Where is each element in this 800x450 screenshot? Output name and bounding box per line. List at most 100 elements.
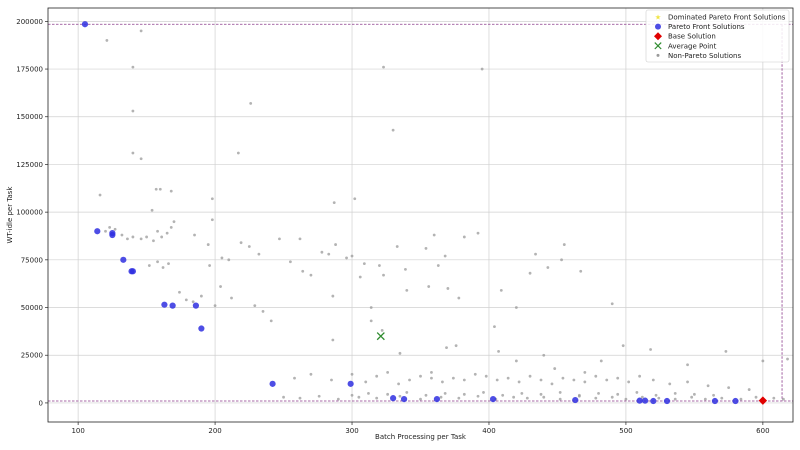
non-pareto-point — [298, 237, 302, 241]
non-pareto-point — [139, 157, 143, 161]
non-pareto-point — [443, 254, 447, 258]
pareto-point — [198, 325, 205, 332]
pareto-point — [732, 397, 739, 405]
non-pareto-point — [772, 396, 776, 400]
non-pareto-point — [430, 376, 433, 380]
average-point — [376, 332, 385, 341]
non-pareto-point — [534, 252, 537, 256]
non-pareto-point — [424, 246, 428, 250]
non-pareto-point — [278, 237, 281, 241]
pareto-point — [433, 396, 441, 403]
non-pareto-point — [378, 264, 381, 267]
legend-marker-x — [654, 42, 662, 50]
non-pareto-point — [638, 374, 642, 378]
non-pareto-point — [786, 357, 789, 361]
non-pareto-point — [706, 384, 710, 388]
x-axis-label: Batch Processing per Task — [375, 433, 467, 441]
non-pareto-point — [309, 273, 313, 277]
non-pareto-point — [139, 29, 143, 33]
legend-box — [645, 9, 790, 63]
non-pareto-point — [651, 378, 655, 382]
non-pareto-point — [473, 372, 477, 376]
non-pareto-point — [462, 392, 466, 396]
non-pareto-point — [169, 189, 173, 193]
non-pareto-point — [432, 233, 436, 237]
non-pareto-point — [577, 393, 581, 397]
non-pareto-point — [350, 393, 354, 397]
non-pareto-point — [108, 226, 112, 229]
pareto-point — [81, 21, 89, 28]
non-pareto-point — [727, 386, 731, 390]
non-pareto-point — [561, 376, 565, 380]
non-pareto-point — [397, 382, 400, 386]
non-pareto-point — [375, 374, 379, 378]
non-pareto-point — [436, 264, 440, 267]
pareto-point — [109, 231, 116, 239]
y-tick-label: 150000 — [16, 113, 43, 121]
non-pareto-point — [553, 367, 557, 370]
non-pareto-point — [430, 370, 433, 374]
non-pareto-point — [558, 397, 562, 401]
non-pareto-point — [152, 239, 155, 243]
non-pareto-point — [165, 231, 169, 235]
non-pareto-point — [131, 235, 135, 239]
non-pareto-point — [147, 264, 151, 267]
legend-entry-label: Pareto Front Solutions — [668, 23, 745, 31]
pareto-point — [161, 301, 168, 308]
non-pareto-point — [320, 250, 324, 254]
non-pareto-point — [558, 391, 562, 394]
non-pareto-point — [249, 101, 253, 105]
non-pareto-point — [98, 193, 102, 197]
non-pareto-point — [476, 394, 480, 398]
non-pareto-point — [330, 378, 333, 382]
non-pareto-point — [562, 243, 566, 246]
pareto-point — [641, 397, 649, 404]
pareto-point — [650, 397, 657, 405]
non-pareto-point — [230, 296, 233, 300]
non-pareto-point — [451, 376, 455, 380]
non-pareto-point — [457, 296, 461, 300]
non-pareto-point — [154, 187, 158, 191]
non-pareto-point — [405, 288, 409, 292]
non-pareto-point — [398, 394, 402, 398]
non-pareto-point — [454, 344, 458, 348]
non-pareto-point — [380, 329, 384, 332]
legend-marker-diamond — [654, 32, 662, 41]
non-pareto-point — [703, 397, 707, 401]
non-pareto-point — [594, 396, 598, 400]
non-pareto-point — [528, 271, 532, 275]
non-pareto-point — [482, 391, 485, 394]
non-pareto-point — [261, 309, 265, 313]
non-pareto-point — [624, 397, 628, 401]
non-pareto-point — [362, 262, 366, 266]
non-pareto-point — [301, 269, 305, 273]
non-pareto-point — [408, 378, 411, 382]
non-pareto-point — [288, 260, 292, 264]
legend-marker-dot — [656, 53, 660, 57]
non-pareto-point — [178, 290, 181, 294]
non-pareto-point — [579, 269, 583, 273]
non-pareto-point — [375, 396, 379, 400]
non-pareto-point — [654, 393, 658, 397]
non-pareto-point — [686, 380, 689, 384]
legend-entry-label: Average Point — [668, 42, 717, 50]
non-pareto-point — [167, 262, 170, 266]
non-pareto-point — [364, 380, 368, 384]
non-pareto-point — [405, 391, 409, 394]
non-pareto-point — [327, 252, 331, 256]
non-pareto-point — [597, 391, 600, 395]
non-pareto-point — [616, 392, 620, 396]
non-pareto-point — [739, 397, 743, 401]
non-pareto-point — [247, 245, 251, 248]
pareto-point — [192, 302, 200, 309]
non-pareto-point — [480, 67, 484, 71]
non-pareto-point — [724, 350, 728, 353]
non-pareto-point — [386, 370, 390, 374]
non-pareto-point — [382, 273, 385, 277]
non-pareto-point — [369, 306, 373, 309]
non-pareto-point — [213, 304, 217, 308]
non-pareto-point — [616, 376, 620, 380]
non-pareto-point — [657, 396, 661, 400]
grid-lines — [48, 8, 793, 422]
non-pareto-point — [424, 393, 428, 397]
